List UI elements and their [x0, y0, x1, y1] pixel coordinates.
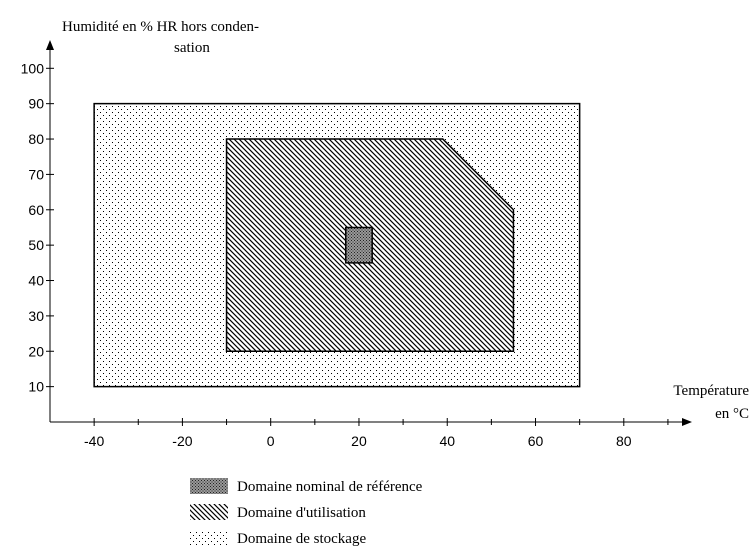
legend-label: Domaine d'utilisation: [237, 505, 366, 521]
legend-swatch: [190, 504, 228, 520]
y-tick-label: 50: [28, 237, 44, 253]
x-axis-label: en °C: [715, 406, 749, 422]
y-tick-label: 30: [28, 308, 44, 324]
legend-label: Domaine de stockage: [237, 531, 366, 547]
y-axis-label: sation: [174, 40, 210, 56]
y-tick-label: 70: [28, 166, 44, 182]
plot-area: [93, 102, 581, 388]
x-axis-arrow: [682, 418, 692, 426]
y-tick-label: 40: [28, 273, 44, 289]
region: [344, 226, 373, 264]
x-tick-label: 0: [267, 433, 275, 449]
x-tick-label: -40: [84, 433, 104, 449]
y-tick-label: 10: [28, 379, 44, 395]
legend-label: Domaine nominal de référence: [237, 479, 423, 495]
x-tick-label: 40: [439, 433, 455, 449]
x-tick-label: 80: [616, 433, 632, 449]
y-tick-label: 20: [28, 343, 44, 359]
x-tick-label: -20: [172, 433, 192, 449]
y-tick-label: 90: [28, 96, 44, 112]
y-tick-label: 100: [21, 60, 45, 76]
y-axis-label: Humidité en % HR hors conden-: [62, 19, 259, 35]
y-tick-label: 60: [28, 202, 44, 218]
x-axis-label: Température: [673, 383, 749, 399]
x-tick-label: 20: [351, 433, 367, 449]
x-tick-label: 60: [528, 433, 544, 449]
y-tick-label: 80: [28, 131, 44, 147]
legend-swatch: [190, 530, 228, 546]
y-axis-arrow: [46, 40, 54, 50]
legend-swatch: [190, 478, 228, 494]
